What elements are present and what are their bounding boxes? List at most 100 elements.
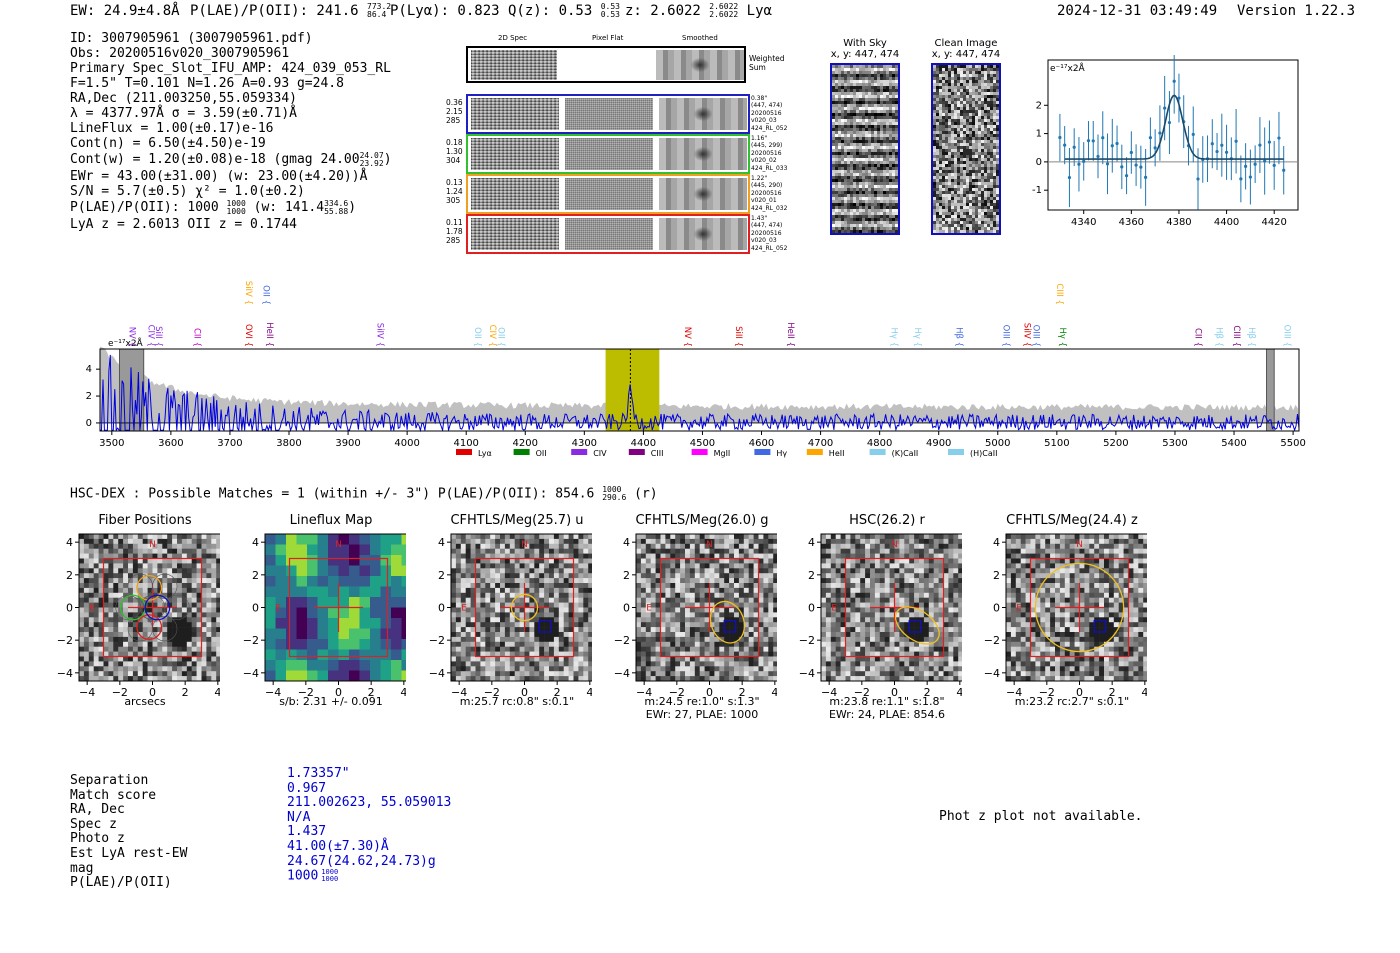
zoom-point — [1220, 143, 1224, 147]
info-lineflux: LineFlux = 1.00(±0.17)e-16 — [70, 121, 274, 136]
emission-line-label: OIII { — [1281, 325, 1291, 347]
east-label: E — [1016, 604, 1022, 614]
zoom-point — [1105, 162, 1110, 166]
spectrum-xtick-label: 4100 — [453, 438, 478, 449]
emission-line-label: SiII { — [733, 326, 743, 347]
panel-xtick-label: 2 — [924, 686, 931, 699]
cutout-panel-plot: N E −4 −4 −2 −2 0 0 2 2 4 4 — [614, 533, 777, 699]
panel-ytick-label: 0 — [66, 602, 73, 615]
spectrum-xtick-label: 5000 — [985, 438, 1010, 449]
north-label: N — [149, 540, 156, 550]
zoom-point — [1177, 96, 1181, 100]
match-label: Match score — [70, 787, 157, 803]
cutout-info-line: v020_02 — [751, 157, 777, 165]
east-label: E — [89, 604, 95, 614]
panel-ytick-label: 4 — [623, 536, 630, 549]
spectrum-xtick-label: 5300 — [1162, 438, 1187, 449]
panel-xtick-label: 2 — [368, 686, 375, 699]
header-plae-sup: 773.2 — [367, 2, 392, 11]
cutout-flat-image — [565, 98, 653, 130]
zoom-point — [1086, 139, 1091, 143]
cutout-info-line: 1.16" — [751, 135, 768, 142]
zoom-ylabel: e⁻¹⁷x2Å — [1050, 62, 1086, 74]
spectrum-xtick-label: 3600 — [158, 438, 183, 449]
cutout-flat-image — [565, 178, 653, 210]
header-plya: P(Lyα): 0.823 — [390, 3, 500, 19]
cutout-panel-plot: N E −4 −4 −2 −2 0 0 2 2 4 4 — [429, 533, 592, 699]
weighted-smoothed-image — [656, 50, 744, 80]
cutout-info-line: 424_RL_033 — [751, 164, 788, 172]
spectrum-xtick-label: 3800 — [276, 438, 301, 449]
info-plae-w-sub: 55.88 — [324, 206, 349, 216]
weighted-2d-image — [471, 50, 557, 80]
header-qz: Q(z): 0.53 0.53 0.53 — [508, 3, 620, 20]
east-label: E — [646, 604, 652, 614]
panel-ytick-label: −4 — [243, 667, 259, 680]
zoom-point — [1144, 175, 1148, 179]
panel-ytick-label: 0 — [623, 602, 630, 615]
panel-xtick-label: 4 — [214, 686, 220, 699]
search-box — [659, 557, 760, 658]
header-qz-sub: 0.53 — [600, 10, 620, 19]
zoom-point — [1277, 136, 1281, 140]
header-ew: EW: 24.9±4.8Å — [70, 3, 180, 19]
cutout-row — [466, 134, 750, 174]
match-value-plae: 1000 1000 1000 — [287, 869, 451, 884]
spectrum-flux-line — [100, 354, 1300, 433]
zoom-point — [1163, 106, 1167, 110]
east-label: E — [275, 604, 281, 614]
emission-line-label: SiII { — [153, 326, 163, 347]
cutout-row-left-stats: 0.11 1.78 285 — [446, 218, 463, 245]
emission-line-label: HeII { — [264, 322, 274, 347]
cutout-panel-pixels — [451, 534, 592, 682]
cutout-info-line: (445, 299) — [751, 142, 783, 150]
match-value: 1000 — [287, 868, 319, 884]
info-plae-sup: 1000 — [226, 198, 246, 208]
match-plae-sup: 1000 — [321, 868, 339, 877]
panel-ytick-label: −2 — [984, 634, 1000, 647]
spectrum-ytick-label: 4 — [86, 364, 92, 375]
panel-ytick-label: −4 — [799, 667, 815, 680]
legend-swatch — [754, 449, 771, 455]
panel-ytick-label: 4 — [438, 536, 445, 549]
legend-label: (K)CaII — [892, 449, 919, 458]
cutout-flat-image — [565, 138, 653, 170]
zoom-point — [1148, 136, 1152, 140]
cutout-panel-title: Lineflux Map — [289, 513, 373, 528]
withsky-coords: x, y: 447, 474 — [830, 49, 900, 60]
spectrum-frame — [99, 348, 1300, 432]
zoom-point — [1120, 165, 1124, 169]
zoom-point — [1082, 159, 1086, 163]
panel-xtick-label: −4 — [265, 686, 281, 699]
panel-xtick-label: −2 — [1039, 686, 1055, 699]
panel-ytick-label: −4 — [984, 667, 1000, 680]
panel-xtick-label: −4 — [451, 686, 467, 699]
east-label: E — [461, 604, 467, 614]
panel-ytick-label: 0 — [438, 602, 445, 615]
header-plae-sub: 86.4 — [367, 10, 387, 19]
col-smoothed: Smoothed — [682, 34, 718, 42]
cutout-row-right-info: 1.22" (445, 290) 20200516 v020_01 424_RL_032 — [751, 175, 787, 212]
match-value: 1.437 — [287, 824, 327, 840]
panel-xtick-label: −2 — [112, 686, 128, 699]
panel-xtick-label: −2 — [854, 686, 870, 699]
panel-ytick-label: 2 — [808, 569, 815, 582]
cutout-stat: 285 — [446, 236, 461, 245]
cutout-stat: 304 — [446, 156, 461, 165]
panel-xtick-label: 0 — [1076, 686, 1083, 699]
north-label: N — [891, 540, 898, 550]
match-label: RA, Dec — [70, 802, 125, 818]
withsky-pixel-grid — [832, 65, 898, 233]
info-plae-w-end: ) — [348, 200, 357, 215]
legend-label: Hγ — [776, 449, 787, 458]
cutout-stat: 285 — [446, 116, 461, 125]
zoom-point — [1263, 159, 1267, 163]
cutout-panel-pixels — [1006, 534, 1147, 682]
info-contw-sup: 24.07 — [359, 150, 384, 160]
panel-xtick-label: 4 — [956, 686, 962, 699]
fiber-circle — [136, 614, 163, 640]
zoom-point — [1091, 139, 1095, 143]
zoom-point — [1191, 132, 1195, 137]
panel-xtick-label: −4 — [636, 686, 652, 699]
panel-ytick-label: −2 — [429, 634, 445, 647]
